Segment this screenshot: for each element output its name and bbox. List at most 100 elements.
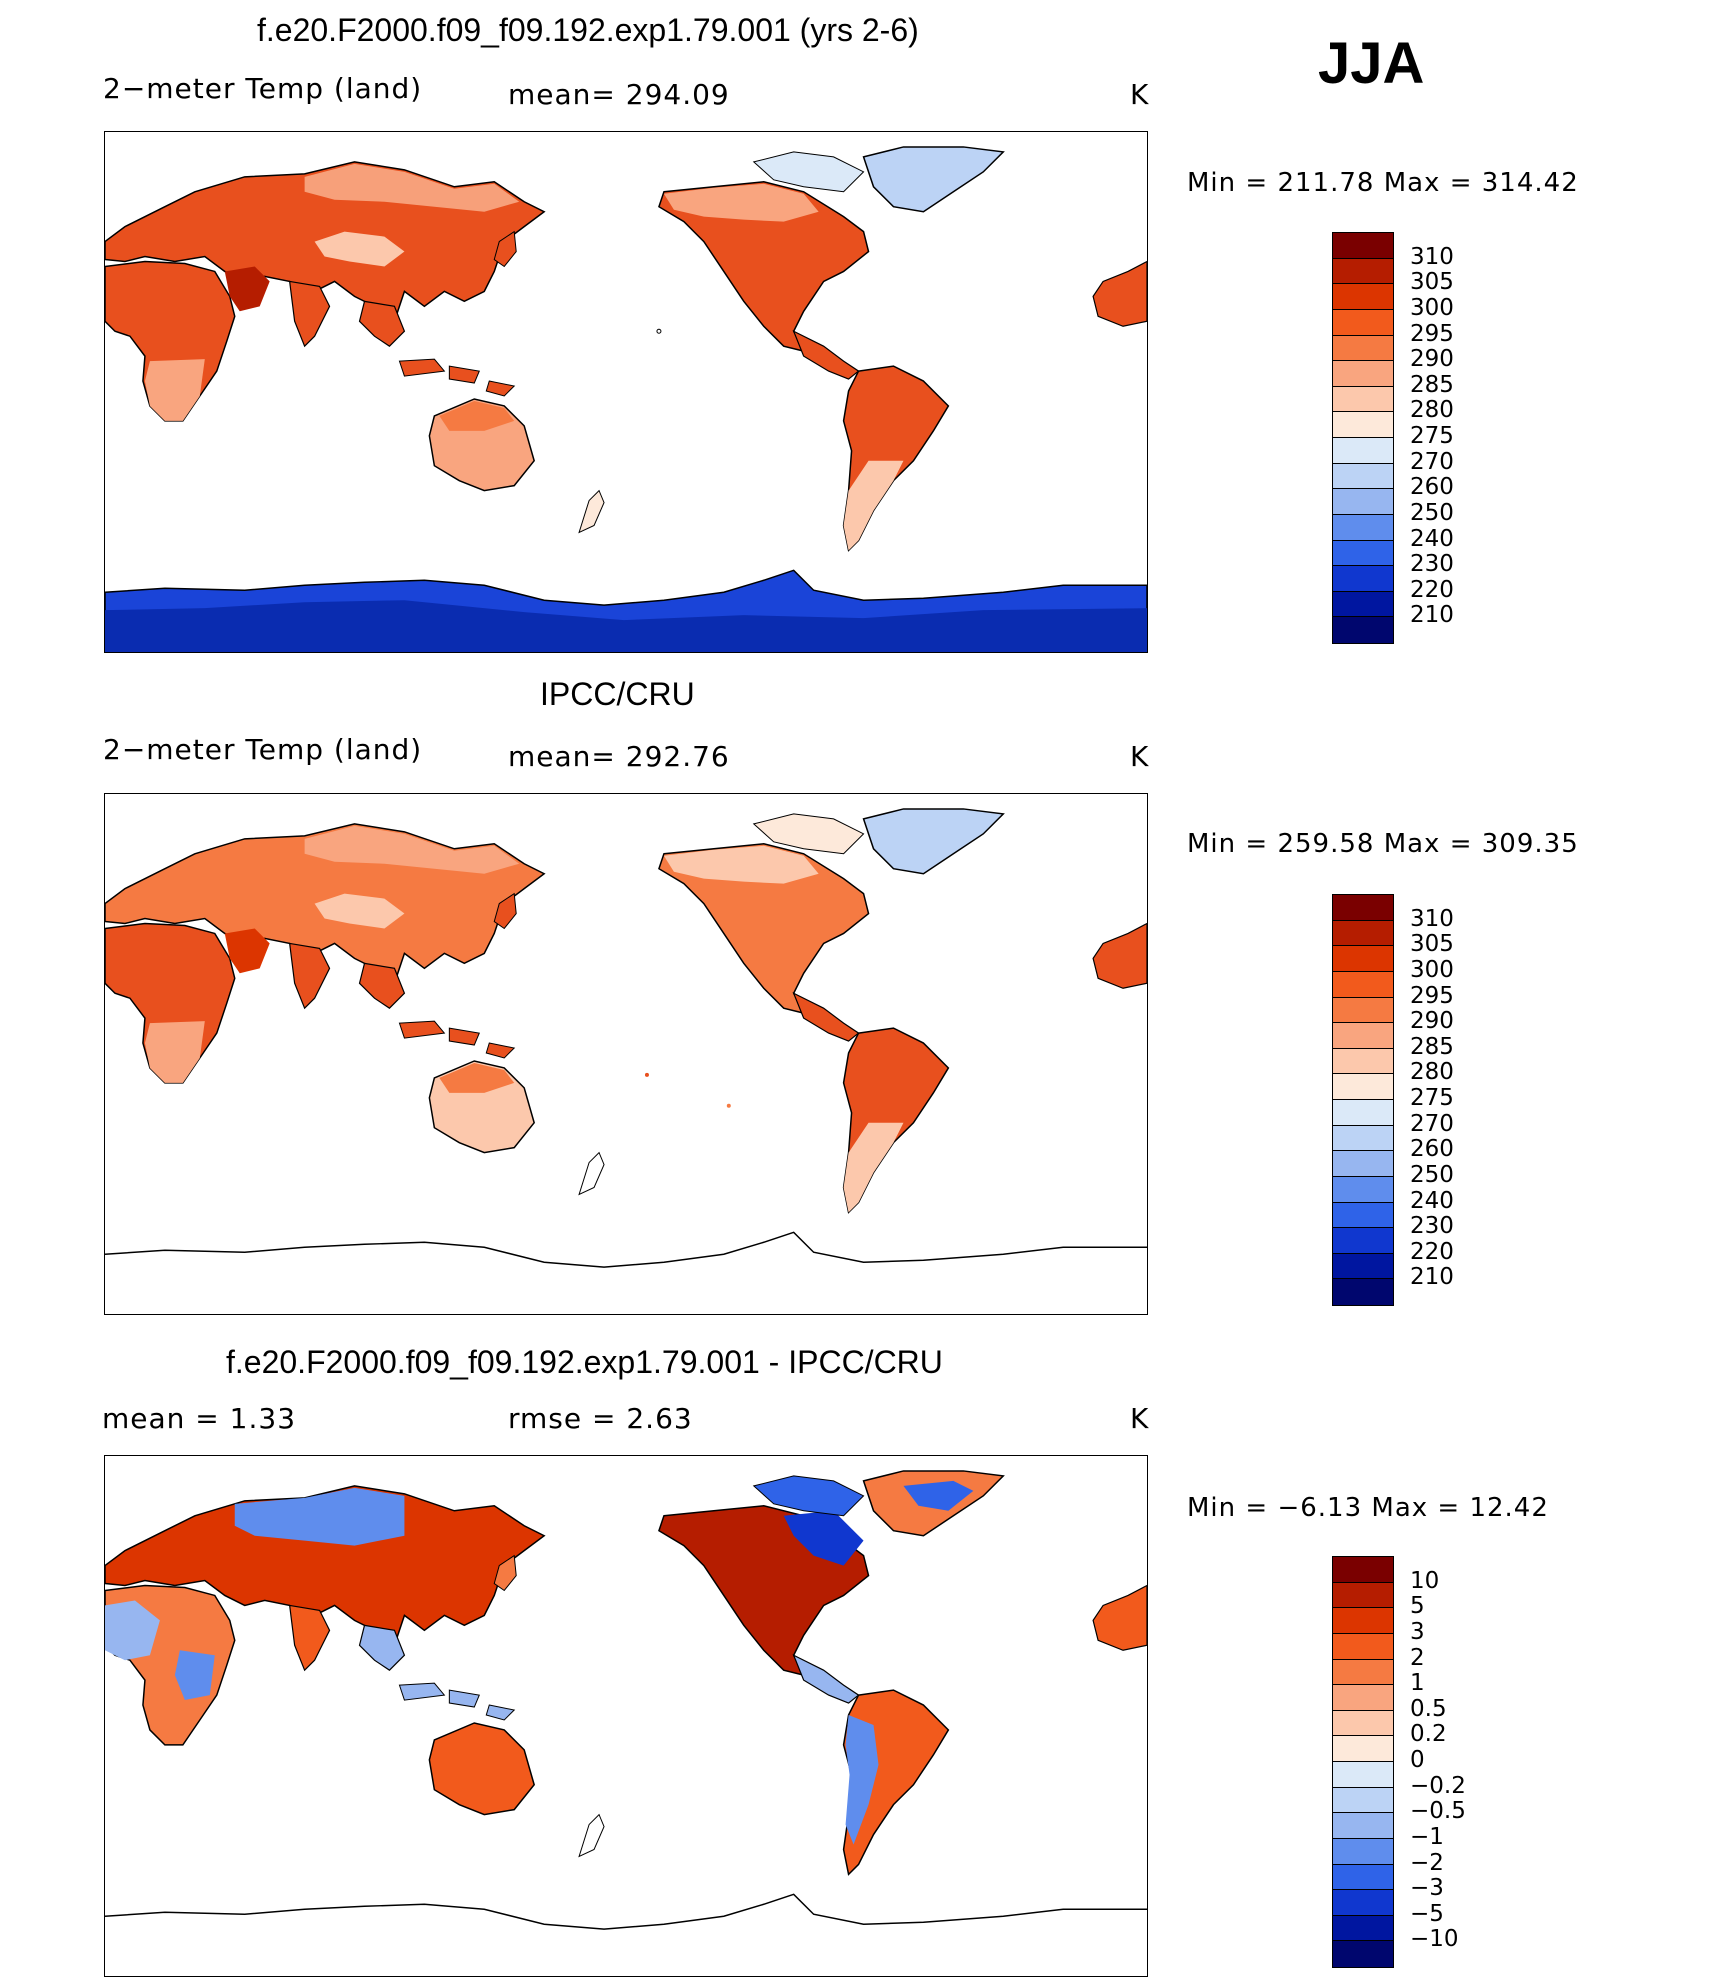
colorbar-swatch xyxy=(1333,1736,1393,1762)
colorbar-tick-label: 220 xyxy=(1410,1238,1454,1265)
colorbar-swatch xyxy=(1333,1838,1393,1865)
tibet-region xyxy=(314,231,405,267)
siberia-pale-region xyxy=(304,825,520,874)
colorbar-tick-label: −5 xyxy=(1410,1900,1444,1927)
arabia-hot-region xyxy=(224,928,270,974)
colorbar-tick-label: 220 xyxy=(1410,576,1454,603)
colorbar-swatch xyxy=(1333,540,1393,567)
panel2-units-label: K xyxy=(1130,740,1150,773)
colorbar-swatch xyxy=(1333,1659,1393,1686)
colorbar-swatch xyxy=(1333,386,1393,413)
panel2-map-svg xyxy=(105,808,1147,1268)
colorbar-tick-label: 300 xyxy=(1410,294,1454,321)
colorbar-tick-label: −0.5 xyxy=(1410,1798,1466,1825)
southern-africa-pale xyxy=(144,1021,205,1083)
colorbar-swatch xyxy=(1333,617,1393,643)
north-america-landmass xyxy=(658,843,870,1015)
colorbar-swatch xyxy=(1333,1685,1393,1711)
colorbar-swatch xyxy=(1333,309,1393,336)
antarctica-interior-cold xyxy=(105,600,1147,652)
colorbar-swatch xyxy=(1333,1202,1393,1229)
colorbar-tick-label: 290 xyxy=(1410,1008,1454,1035)
colorbar-tick-label: 305 xyxy=(1410,269,1454,296)
colorbar-tick-label: 260 xyxy=(1410,474,1454,501)
colorbar-swatch xyxy=(1333,1710,1393,1737)
panel2-title: IPCC/CRU xyxy=(540,676,695,712)
panel1-minmax: Min = 211.78 Max = 314.42 xyxy=(1187,168,1579,198)
greenland xyxy=(862,808,1005,875)
colorbar-swatch xyxy=(1333,1890,1393,1916)
colorbar-tick-label: 0.5 xyxy=(1410,1695,1447,1722)
colorbar-tick-label: 290 xyxy=(1410,346,1454,373)
colorbar-tick-label: −0.2 xyxy=(1410,1772,1466,1799)
colorbar-tick-label: 260 xyxy=(1410,1136,1454,1163)
eurasia-landmass xyxy=(105,1485,546,1647)
southern-africa-pale xyxy=(144,359,205,421)
panel2-variable-label: 2−meter Temp (land) xyxy=(103,733,423,766)
colorbar-tick-label: 310 xyxy=(1410,243,1454,270)
panel1-units-label: K xyxy=(1130,78,1150,111)
colorbar-swatch xyxy=(1333,1048,1393,1075)
north-america-landmass xyxy=(658,181,870,353)
alaska-canada-pale xyxy=(663,183,819,222)
colorbar-swatch xyxy=(1333,1176,1393,1203)
se-asia-landmass xyxy=(358,1624,406,1671)
panel3-units-label: K xyxy=(1130,1402,1150,1435)
panel1-colorbar xyxy=(1332,232,1394,644)
canadian-arctic-islands xyxy=(752,813,865,855)
colorbar-swatch xyxy=(1333,1253,1393,1280)
west-africa-right-edge xyxy=(1092,1584,1147,1651)
tibet-region xyxy=(314,893,405,929)
colorbar-swatch xyxy=(1333,1864,1393,1891)
colorbar-swatch xyxy=(1333,920,1393,947)
colorbar-swatch xyxy=(1333,412,1393,438)
se-asia-landmass xyxy=(358,962,406,1009)
colorbar-swatch xyxy=(1333,566,1393,592)
colorbar-swatch xyxy=(1333,1608,1393,1634)
se-asia-landmass xyxy=(358,300,406,347)
central-america xyxy=(792,329,860,380)
colorbar-tick-label: 280 xyxy=(1410,397,1454,424)
andes-cold-bias xyxy=(845,1715,879,1845)
colorbar-tick-label: 10 xyxy=(1410,1567,1440,1594)
colorbar-tick-label: −2 xyxy=(1410,1849,1444,1876)
colorbar-swatch xyxy=(1333,1915,1393,1942)
season-label: JJA xyxy=(1318,31,1425,96)
colorbar-swatch xyxy=(1333,1074,1393,1100)
colorbar-tick-label: 240 xyxy=(1410,1187,1454,1214)
colorbar-swatch xyxy=(1333,1557,1393,1583)
colorbar-tick-label: −3 xyxy=(1410,1875,1444,1902)
colorbar-tick-label: 295 xyxy=(1410,982,1454,1009)
colorbar-swatch xyxy=(1333,1813,1393,1839)
colorbar-tick-label: 310 xyxy=(1410,905,1454,932)
panel1-map-svg xyxy=(105,146,1147,652)
colorbar-swatch xyxy=(1333,1633,1393,1660)
panel1-variable-label: 2−meter Temp (land) xyxy=(103,72,423,105)
colorbar-swatch xyxy=(1333,1582,1393,1609)
pacific-island-dot xyxy=(726,1103,731,1108)
colorbar-swatch xyxy=(1333,284,1393,310)
colorbar-tick-label: 250 xyxy=(1410,1161,1454,1188)
japan xyxy=(493,1554,517,1592)
colorbar-tick-label: 295 xyxy=(1410,320,1454,347)
new-zealand xyxy=(578,1151,605,1196)
colorbar-tick-label: 230 xyxy=(1410,551,1454,578)
pacific-island-dot xyxy=(644,1072,649,1077)
colorbar-tick-label: 270 xyxy=(1410,1110,1454,1137)
colorbar-swatch xyxy=(1333,895,1393,921)
india-landmass xyxy=(288,280,331,348)
northern-australia-warm xyxy=(439,1062,515,1093)
colorbar-swatch xyxy=(1333,1228,1393,1254)
west-africa-right-edge xyxy=(1092,922,1147,989)
southern-south-america-pale xyxy=(843,1122,904,1213)
panel2-map xyxy=(104,793,1148,1315)
colorbar-swatch xyxy=(1333,361,1393,387)
colorbar-swatch xyxy=(1333,1941,1393,1967)
greenland-cold-bias xyxy=(903,1480,974,1511)
panel2-minmax: Min = 259.58 Max = 309.35 xyxy=(1187,829,1579,859)
panel2-mean-label: mean= 292.76 xyxy=(508,740,730,773)
colorbar-swatch xyxy=(1333,1125,1393,1152)
colorbar-tick-label: 285 xyxy=(1410,1033,1454,1060)
colorbar-swatch xyxy=(1333,258,1393,285)
panel1-map xyxy=(104,131,1148,653)
